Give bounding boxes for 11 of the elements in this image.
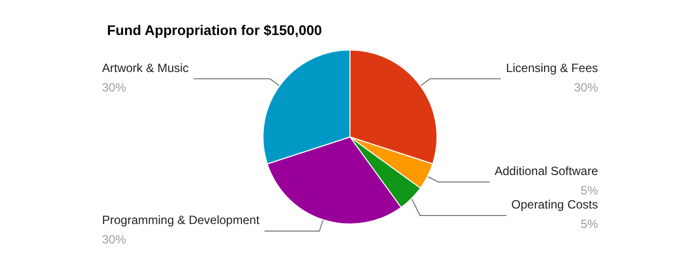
slice-label: Artwork & Music [102, 60, 189, 75]
data-label: 30% [574, 80, 598, 94]
slice-label: Programming & Development [102, 213, 260, 228]
chart-title: Fund Appropriation for $150,000 [107, 22, 322, 38]
slice-label: Operating Costs [511, 197, 598, 212]
slice-label: Licensing & Fees [506, 60, 598, 75]
slice-label: Additional Software [494, 164, 598, 178]
data-label: 5% [580, 183, 598, 198]
data-label: 30% [102, 232, 126, 247]
data-label: 5% [580, 216, 598, 231]
data-label: 30% [102, 80, 126, 94]
